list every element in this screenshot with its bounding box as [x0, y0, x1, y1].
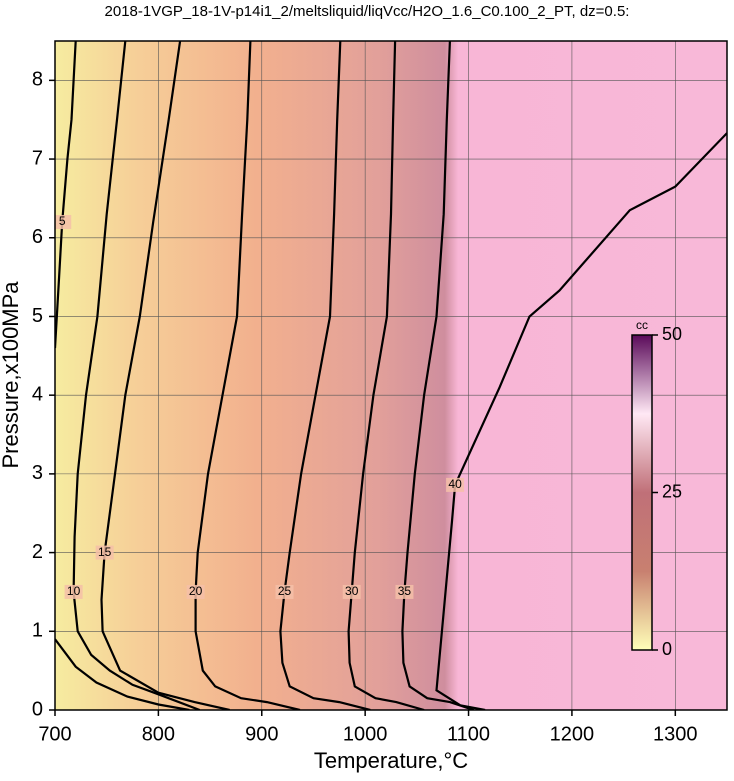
- x-tick-label: 800: [142, 723, 175, 745]
- y-tick-label: 7: [32, 147, 43, 169]
- x-tick-label: 1200: [550, 723, 595, 745]
- contour-line: [401, 41, 475, 710]
- colorbar-tick-label: 50: [662, 324, 682, 344]
- contour-line: [347, 41, 425, 710]
- contour-label-bg: [64, 584, 83, 599]
- contour-line: [279, 41, 371, 710]
- plot-background: [55, 41, 727, 710]
- x-tick-label: 1300: [653, 723, 698, 745]
- colorbar: [631, 334, 653, 651]
- x-tick-label: 900: [245, 723, 278, 745]
- colorbar-tick-label: 0: [662, 639, 672, 659]
- plot-frame: [54, 40, 728, 711]
- colorbar-tick-label: 25: [662, 481, 682, 501]
- y-tick-label: 4: [32, 383, 43, 405]
- contour-label: 20: [189, 584, 203, 598]
- contour-label-bg: [446, 477, 465, 492]
- contour-line: [55, 41, 190, 710]
- contour-line: [72, 41, 201, 710]
- x-tick-label: 1100: [447, 723, 490, 745]
- plot-area: 5 10 15 20 25 30 35 40: [55, 41, 727, 710]
- contour-label: 15: [98, 545, 112, 559]
- contour-label-bg: [55, 215, 72, 230]
- y-axis-label: Pressure,x100MPa: [0, 281, 23, 469]
- x-tick-label: 1000: [343, 723, 388, 745]
- contour-line: [435, 132, 727, 710]
- y-tick-label: 0: [32, 698, 43, 720]
- y-tick-label: 3: [32, 462, 43, 484]
- contour-label-bg: [186, 584, 205, 599]
- contour-line: [194, 41, 301, 710]
- y-tick-label: 1: [32, 620, 43, 642]
- x-axis-label: Temperature,°C: [314, 748, 468, 773]
- y-tick-label: 5: [32, 305, 43, 327]
- contour-label: 40: [448, 477, 462, 491]
- y-tick-label: 2: [32, 541, 43, 563]
- contour-label-bg: [342, 584, 361, 599]
- contour-label-bg: [95, 545, 114, 560]
- contour-label: 10: [67, 584, 81, 598]
- contour-label: 25: [278, 584, 292, 598]
- contour-label: 30: [345, 584, 359, 598]
- y-tick-label: 6: [32, 226, 43, 248]
- chart-title: 2018-1VGP_18-1V-p14i1_2/meltsliquid/liqV…: [105, 3, 630, 20]
- colorbar-label: cc: [636, 318, 648, 332]
- y-tick-label: 8: [32, 69, 43, 91]
- x-tick-label: 700: [38, 723, 71, 745]
- contour-label: 35: [398, 584, 412, 598]
- contour-label-bg: [275, 584, 294, 599]
- contour-label: 5: [59, 214, 66, 228]
- contour-label-bg: [395, 584, 414, 599]
